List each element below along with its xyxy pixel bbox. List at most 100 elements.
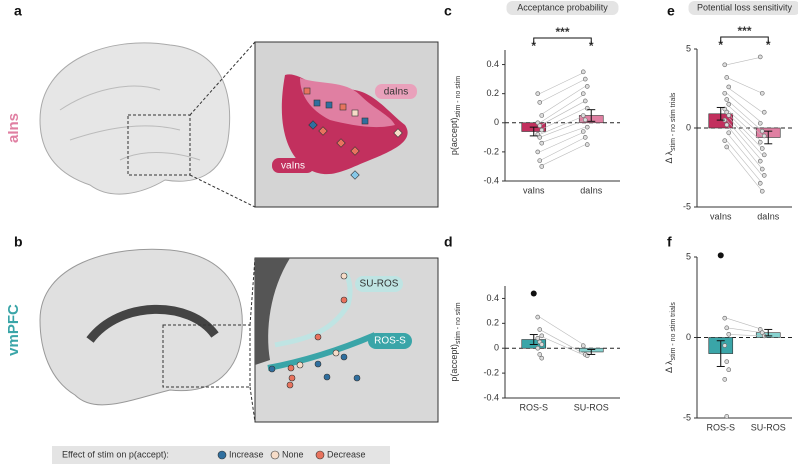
pair-line xyxy=(539,144,586,167)
data-point xyxy=(535,335,541,341)
pair-line xyxy=(539,71,586,94)
data-point xyxy=(584,124,590,130)
significance-star: * xyxy=(718,38,723,52)
y-label-sub: stim - no stim xyxy=(455,302,462,344)
pair-line xyxy=(539,100,586,126)
data-point xyxy=(726,130,732,136)
data-point xyxy=(535,149,541,155)
pair-line xyxy=(726,86,763,113)
y-label-sub: stim - no stim trials xyxy=(670,92,677,151)
pair-line xyxy=(539,329,586,355)
data-point xyxy=(539,127,545,133)
bracket-label: *** xyxy=(737,24,751,38)
data-point xyxy=(759,128,765,134)
y-axis-label: p(accept)stim - no stim xyxy=(449,76,461,155)
data-point xyxy=(726,331,732,337)
y-tick-label: 5 xyxy=(686,251,691,261)
data-point xyxy=(759,90,765,96)
y-tick-label: 0 xyxy=(494,343,499,353)
data-point xyxy=(724,144,730,150)
y-tick-label: 5 xyxy=(686,43,691,53)
data-point xyxy=(761,109,767,115)
legend-swatch xyxy=(315,450,325,460)
data-point xyxy=(539,113,545,118)
pair-line xyxy=(726,77,763,94)
significance-star: * xyxy=(766,38,771,52)
y-label-main: p(accept) xyxy=(449,344,459,382)
y-tick-label: -0.4 xyxy=(483,392,499,402)
data-point xyxy=(722,315,728,321)
data-point xyxy=(759,188,765,194)
x-tick-label: daIns xyxy=(580,185,603,195)
y-label-main: Δ λ xyxy=(664,150,674,163)
legend-swatch xyxy=(270,450,280,460)
data-point xyxy=(726,102,732,107)
legend-label: Decrease xyxy=(327,449,366,459)
data-point xyxy=(582,98,588,104)
bracket xyxy=(720,36,769,43)
data-point xyxy=(759,330,765,335)
y-axis-label: p(accept)stim - no stim xyxy=(449,302,461,381)
y-tick-label: -5 xyxy=(683,412,691,422)
pair-line xyxy=(726,146,763,192)
x-tick-label: SU-ROS xyxy=(751,422,786,432)
data-point xyxy=(584,84,590,89)
pair-line xyxy=(726,140,763,184)
data-point xyxy=(722,377,728,382)
data-point xyxy=(722,138,728,143)
data-point xyxy=(584,142,590,147)
data-point xyxy=(539,333,545,339)
pair-line xyxy=(726,132,763,176)
data-point xyxy=(580,343,586,349)
pair-line xyxy=(726,111,763,149)
data-point xyxy=(539,140,545,146)
data-point xyxy=(724,109,730,115)
data-point xyxy=(759,146,765,151)
panel-letter: f xyxy=(667,234,672,250)
y-tick-label: 0 xyxy=(494,117,499,127)
data-point xyxy=(726,84,732,90)
y-axis-label: Δ λstim - no stim trials xyxy=(664,302,676,373)
data-point xyxy=(582,135,588,140)
panel-letter: a xyxy=(14,3,22,19)
x-tick-label: ROS-S xyxy=(706,422,735,432)
title-bg xyxy=(506,1,619,15)
x-tick-label: ROS-S xyxy=(519,402,548,412)
legend-label: None xyxy=(282,449,304,459)
y-label-sub: stim - no stim xyxy=(455,76,462,118)
y-tick-label: -0.2 xyxy=(483,367,499,377)
y-tick-label: -0.4 xyxy=(483,175,499,185)
data-point xyxy=(582,76,588,82)
y-tick-label: 0 xyxy=(686,122,691,132)
bracket-label: *** xyxy=(555,25,569,39)
data-point xyxy=(757,181,763,186)
data-point xyxy=(722,343,728,348)
pair-line xyxy=(539,115,586,135)
y-tick-label: 0.2 xyxy=(486,88,499,98)
data-point xyxy=(722,62,728,68)
panel-letter: c xyxy=(444,3,452,19)
y-label-main: Δ λ xyxy=(664,360,674,373)
pair-line xyxy=(539,93,586,124)
significance-star: * xyxy=(531,39,536,53)
outlier xyxy=(717,252,724,259)
region-label: vmPFC xyxy=(5,304,22,356)
pair-line xyxy=(726,327,763,333)
legend-swatch xyxy=(217,450,227,460)
data-point xyxy=(757,327,763,332)
data-point xyxy=(724,97,730,102)
data-point xyxy=(724,122,730,128)
x-tick-label: daIns xyxy=(757,211,780,221)
inset-label: ROS-S xyxy=(374,336,406,347)
title-bg xyxy=(688,1,798,15)
data-point xyxy=(761,133,767,139)
legend-title: Effect of stim on p(accept): xyxy=(62,449,169,459)
panel-letter: e xyxy=(667,3,675,19)
chart-title: Potential loss sensitivity xyxy=(697,2,793,12)
pair-line xyxy=(726,56,763,66)
outlier xyxy=(530,290,537,297)
data-point xyxy=(582,117,588,123)
data-point xyxy=(724,414,730,419)
panel-letter: b xyxy=(14,234,23,250)
data-point xyxy=(537,123,543,128)
